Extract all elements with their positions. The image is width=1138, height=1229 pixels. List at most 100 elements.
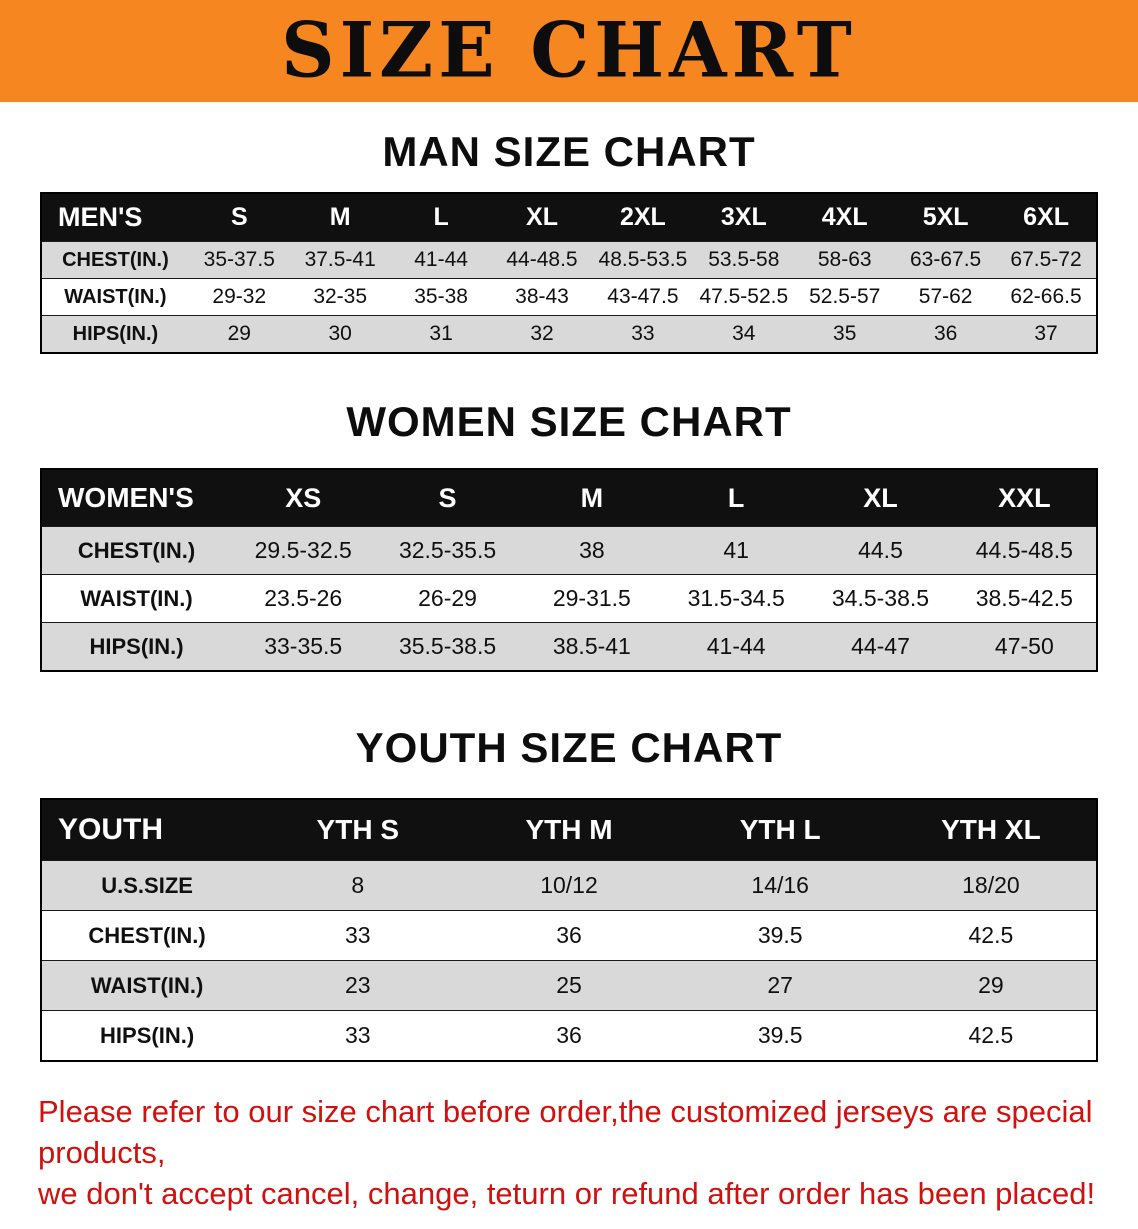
size-cell: 67.5-72 — [1010, 248, 1082, 271]
size-row: U.S.SIZE 8 10/12 14/16 18/20 — [41, 860, 1097, 911]
size-cell: 39.5 — [757, 1022, 803, 1048]
size-row: HIPS(IN.) 33 36 39.5 42.5 — [41, 1010, 1097, 1061]
size-cell: 8 — [351, 872, 365, 898]
size-cell: 23.5-26 — [264, 585, 343, 611]
size-cell: 31.5-34.5 — [687, 585, 785, 611]
size-row: WAIST(IN.) 23.5-26 26-29 29-31.5 31.5-34.5 34… — [41, 574, 1097, 623]
size-cell: 44.5-48.5 — [975, 537, 1073, 563]
youth-size-table: YOUTH YTH S YTH M YTH L YTH XL U.S.SIZE 8 10/12… — [40, 798, 1098, 1062]
size-cell: 44-48.5 — [506, 248, 578, 271]
size-cell: 38 — [579, 537, 605, 563]
size-cell: 41-44 — [414, 248, 468, 271]
column-header: M — [289, 193, 391, 242]
size-cell: 63-67.5 — [910, 248, 982, 271]
size-cell: 47.5-52.5 — [699, 285, 789, 308]
size-cell: 35-37.5 — [203, 248, 275, 271]
column-header: YTH XL — [885, 799, 1097, 861]
size-cell: 44-47 — [851, 633, 910, 659]
size-cell: 26-29 — [418, 585, 477, 611]
size-row: WAIST(IN.) 29-32 32-35 35-38 38-43 43-47.5 47.… — [41, 278, 1097, 316]
size-chart-content: MAN SIZE CHART MEN'S S M L XL 2XL 3XL 4XL 5XL 6XL… — [0, 128, 1138, 1215]
row-label: U.S.SIZE — [101, 872, 193, 898]
men-corner-label: MEN'S — [41, 193, 189, 242]
size-cell: 33-35.5 — [264, 633, 343, 659]
size-cell: 29.5-32.5 — [254, 537, 352, 563]
size-cell: 29-31.5 — [552, 585, 631, 611]
size-chart-banner: SIZE CHART — [0, 0, 1138, 102]
row-label: HIPS(IN.) — [100, 1022, 195, 1048]
column-header: 4XL — [794, 193, 896, 242]
row-label: CHEST(IN.) — [88, 922, 206, 948]
column-header: XL — [808, 469, 953, 527]
size-cell: 25 — [556, 972, 582, 998]
row-label: HIPS(IN.) — [89, 633, 184, 659]
size-cell: 31 — [429, 322, 453, 345]
size-cell: 57-62 — [918, 285, 973, 308]
women-corner-label: WOMEN'S — [41, 469, 232, 527]
youth-size-heading: YOUTH SIZE CHART — [355, 724, 783, 771]
men-size-section: MAN SIZE CHART MEN'S S M L XL 2XL 3XL 4XL 5XL 6XL… — [0, 128, 1138, 354]
women-size-section: WOMEN SIZE CHART WOMEN'S XS S M L XL XXL CHEST(… — [0, 398, 1138, 672]
size-cell: 42.5 — [968, 922, 1014, 948]
size-cell: 38.5-41 — [552, 633, 631, 659]
column-header: 2XL — [592, 193, 694, 242]
size-cell: 41 — [723, 537, 749, 563]
size-cell: 35 — [833, 322, 857, 345]
size-cell: 58-63 — [817, 248, 872, 271]
men-size-table: MEN'S S M L XL 2XL 3XL 4XL 5XL 6XL CHEST(IN.) 35-37… — [40, 192, 1098, 354]
size-row: CHEST(IN.) 29.5-32.5 32.5-35.5 38 41 44.5 44.5… — [41, 526, 1097, 575]
size-cell: 42.5 — [968, 1022, 1014, 1048]
size-cell: 14/16 — [751, 872, 809, 898]
size-cell: 62-66.5 — [1010, 285, 1082, 308]
youth-header-row: YOUTH YTH S YTH M YTH L YTH XL — [41, 799, 1097, 861]
column-header: L — [664, 469, 809, 527]
column-header: XXL — [952, 469, 1097, 527]
column-header: 3XL — [693, 193, 795, 242]
size-cell: 52.5-57 — [809, 285, 881, 308]
row-label: CHEST(IN.) — [77, 537, 196, 563]
size-cell: 34.5-38.5 — [831, 585, 930, 611]
size-cell: 29 — [227, 322, 251, 345]
size-cell: 44.5 — [858, 537, 903, 563]
disclaimer-text: Please refer to our size chart before or… — [0, 1092, 1138, 1215]
size-cell: 27 — [767, 972, 793, 998]
row-label: CHEST(IN.) — [62, 248, 169, 271]
row-label: HIPS(IN.) — [72, 322, 159, 345]
size-cell: 35.5-38.5 — [398, 633, 497, 659]
size-cell: 38.5-42.5 — [975, 585, 1073, 611]
size-cell: 33 — [344, 1022, 371, 1048]
size-cell: 37.5-41 — [304, 248, 376, 271]
size-cell: 36 — [556, 1022, 582, 1048]
row-label: WAIST(IN.) — [80, 585, 193, 611]
size-row: WAIST(IN.) 23 25 27 29 — [41, 960, 1097, 1011]
size-cell: 33 — [631, 322, 655, 345]
size-cell: 53.5-58 — [708, 248, 780, 271]
youth-corner-label: YOUTH — [41, 799, 253, 861]
size-cell: 23 — [344, 972, 371, 998]
size-cell: 29-32 — [212, 285, 267, 308]
size-row: CHEST(IN.) 33 36 39.5 42.5 — [41, 910, 1097, 961]
banner-title: SIZE CHART — [281, 7, 857, 95]
size-cell: 34 — [732, 322, 756, 345]
column-header: S — [188, 193, 290, 242]
size-row: HIPS(IN.) 29 30 31 32 33 34 35 36 37 — [41, 315, 1097, 353]
size-cell: 36 — [556, 922, 582, 948]
column-header: L — [390, 193, 492, 242]
women-size-heading: WOMEN SIZE CHART — [346, 398, 792, 445]
men-size-heading: MAN SIZE CHART — [382, 128, 756, 175]
size-cell: 30 — [328, 322, 352, 345]
column-header: S — [375, 469, 520, 527]
size-cell: 43-47.5 — [607, 285, 679, 308]
size-cell: 32.5-35.5 — [398, 537, 497, 563]
size-cell: 18/20 — [962, 872, 1020, 898]
column-header: 6XL — [996, 193, 1097, 242]
men-header-row: MEN'S S M L XL 2XL 3XL 4XL 5XL 6XL — [41, 193, 1097, 242]
column-header: XS — [231, 469, 376, 527]
column-header: 5XL — [895, 193, 997, 242]
size-cell: 33 — [344, 922, 371, 948]
size-cell: 39.5 — [757, 922, 803, 948]
women-size-table: WOMEN'S XS S M L XL XXL CHEST(IN.) 29.5-32.5 32.5… — [40, 468, 1098, 672]
size-cell: 32-35 — [313, 285, 368, 308]
size-cell: 38-43 — [515, 285, 569, 308]
column-header: YTH M — [463, 799, 675, 861]
